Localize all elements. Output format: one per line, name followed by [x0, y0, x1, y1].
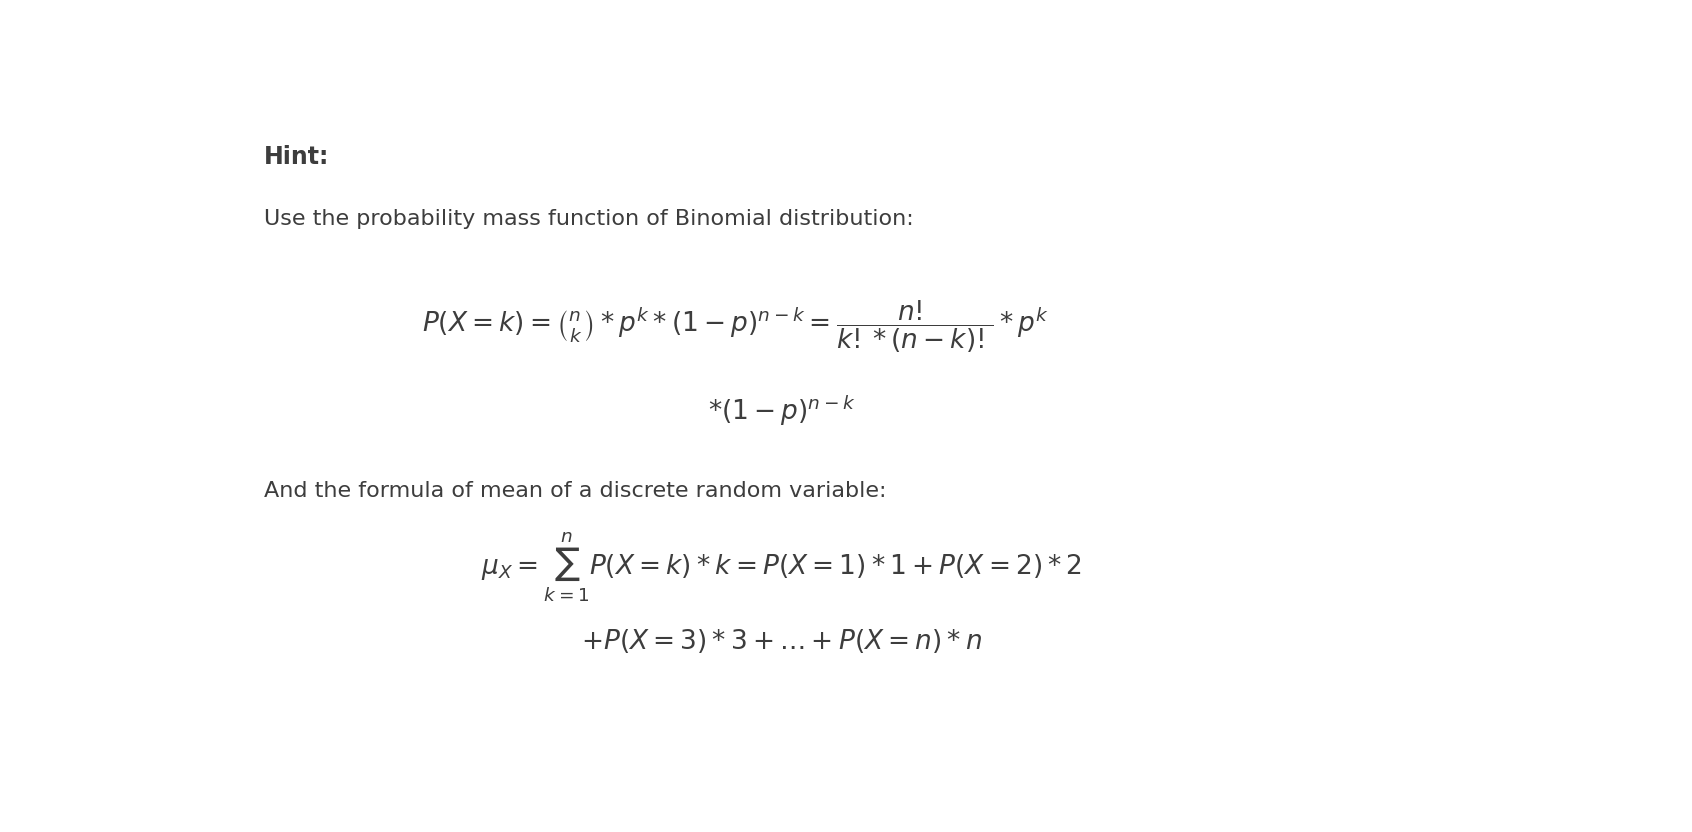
Text: And the formula of mean of a discrete random variable:: And the formula of mean of a discrete ra… [264, 481, 887, 501]
Text: Hint:: Hint: [264, 145, 330, 169]
Text: $\mu_X = \sum_{k=1}^{n} P(X = k) * k = P(X = 1) * 1 + P(X = 2) * 2$: $\mu_X = \sum_{k=1}^{n} P(X = k) * k = P… [482, 531, 1083, 604]
Text: $P(X = k) = \binom{n}{k} * p^k * (1 - p)^{n-k} = \dfrac{n!}{k! * (n - k)!} * p^k: $P(X = k) = \binom{n}{k} * p^k * (1 - p)… [423, 300, 1049, 355]
Text: Use the probability mass function of Binomial distribution:: Use the probability mass function of Bin… [264, 209, 914, 229]
Text: $* (1 - p)^{n-k}$: $* (1 - p)^{n-k}$ [709, 394, 856, 428]
Text: $+ P(X = 3) * 3 + \ldots + P(X = n) * n$: $+ P(X = 3) * 3 + \ldots + P(X = n) * n$ [582, 627, 983, 655]
